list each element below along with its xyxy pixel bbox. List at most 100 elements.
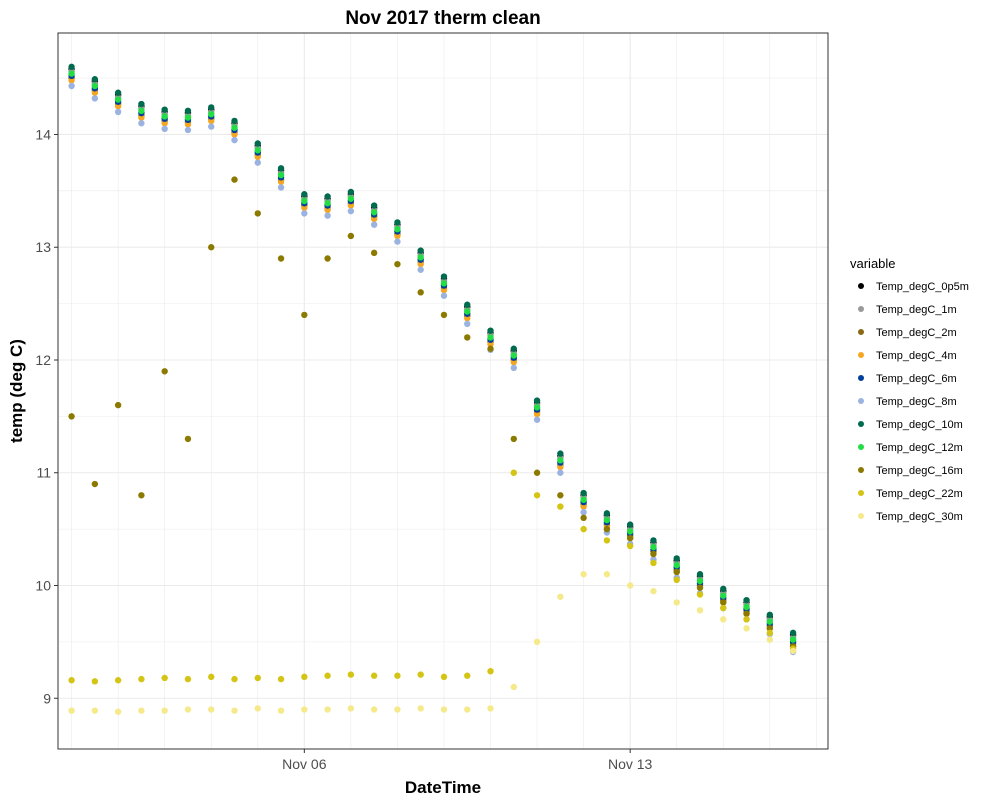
data-point xyxy=(557,503,564,510)
data-point xyxy=(394,232,401,240)
data-point xyxy=(231,176,238,183)
data-point xyxy=(440,280,448,287)
data-point xyxy=(277,171,285,179)
data-point xyxy=(394,260,401,268)
data-point xyxy=(370,209,378,216)
data-point xyxy=(720,585,727,593)
data-point xyxy=(603,516,611,524)
data-point xyxy=(673,555,680,562)
data-point xyxy=(650,559,657,567)
data-point xyxy=(789,629,797,637)
data-point xyxy=(580,496,587,504)
data-point xyxy=(464,315,471,322)
data-point xyxy=(720,592,727,599)
data-point xyxy=(417,260,424,268)
data-point xyxy=(743,603,750,611)
data-point xyxy=(324,255,331,262)
data-point xyxy=(231,136,238,144)
data-point xyxy=(696,584,704,591)
data-point xyxy=(440,286,448,294)
data-point xyxy=(557,469,564,476)
data-point xyxy=(324,212,331,219)
data-point xyxy=(347,202,355,209)
plot-background xyxy=(58,33,828,749)
data-point xyxy=(277,178,285,186)
data-point xyxy=(161,120,168,127)
data-point xyxy=(464,334,471,341)
data-points xyxy=(68,63,797,715)
data-point xyxy=(580,571,587,578)
data-point xyxy=(510,352,517,359)
data-point xyxy=(277,184,285,191)
legend-label: Temp_degC_1m xyxy=(876,304,957,316)
data-point xyxy=(440,706,448,713)
data-point xyxy=(184,114,192,121)
data-point xyxy=(254,210,261,217)
data-point xyxy=(417,289,424,296)
y-tick-label: 13 xyxy=(35,239,51,255)
series-Temp_degC_16m xyxy=(68,176,797,650)
data-point xyxy=(464,672,471,679)
data-point xyxy=(510,435,517,443)
data-point xyxy=(626,528,634,535)
data-point xyxy=(603,510,611,517)
data-point xyxy=(650,550,657,558)
series-Temp_degC_22m xyxy=(68,469,797,685)
legend-key xyxy=(858,398,864,404)
data-point xyxy=(138,120,145,127)
data-point xyxy=(440,311,448,319)
data-point xyxy=(789,647,797,655)
data-point xyxy=(184,107,192,115)
legend-key xyxy=(858,513,864,519)
data-point xyxy=(114,677,122,684)
data-point xyxy=(766,618,774,625)
legend-label: Temp_degC_10m xyxy=(876,419,963,431)
y-axis: 9 10 11 12 13 14 xyxy=(35,126,58,706)
data-point xyxy=(533,416,541,423)
data-point xyxy=(114,708,122,715)
x-tick-label: Nov 06 xyxy=(282,756,327,772)
series-Temp_degC_10m xyxy=(68,63,797,637)
data-point xyxy=(557,593,564,600)
data-point xyxy=(533,404,541,411)
data-point xyxy=(68,707,75,714)
data-point xyxy=(743,610,750,617)
data-point xyxy=(417,254,424,261)
data-point xyxy=(68,77,75,84)
legend-label: Temp_degC_16m xyxy=(876,465,963,477)
data-point xyxy=(347,195,355,202)
data-point xyxy=(766,629,774,637)
data-point xyxy=(91,82,99,90)
data-point xyxy=(673,576,680,584)
data-point xyxy=(301,191,308,198)
data-point xyxy=(301,210,308,217)
legend-label: Temp_degC_8m xyxy=(876,396,957,408)
data-point xyxy=(68,677,75,684)
data-point xyxy=(766,611,774,619)
data-point xyxy=(533,397,541,404)
data-point xyxy=(464,320,471,328)
plot-area xyxy=(57,32,829,750)
data-point xyxy=(603,525,611,533)
data-point xyxy=(440,292,448,299)
data-point xyxy=(231,117,238,125)
data-point xyxy=(347,188,355,196)
y-tick-label: 14 xyxy=(35,126,51,142)
y-axis-title: temp (deg C) xyxy=(7,339,26,443)
data-point xyxy=(114,96,122,103)
data-point xyxy=(184,435,192,443)
data-point xyxy=(138,492,145,499)
x-axis-title: DateTime xyxy=(405,778,481,797)
legend-label: Temp_degC_0p5m xyxy=(876,281,969,293)
legend-label: Temp_degC_6m xyxy=(876,373,957,385)
data-point xyxy=(254,705,261,712)
legend-key xyxy=(858,421,864,427)
data-point xyxy=(91,76,99,83)
data-point xyxy=(743,616,750,623)
data-point xyxy=(626,582,634,589)
data-point xyxy=(417,705,424,712)
data-point xyxy=(626,542,634,550)
data-point xyxy=(184,121,192,128)
data-point xyxy=(696,571,704,578)
data-point xyxy=(487,705,494,712)
